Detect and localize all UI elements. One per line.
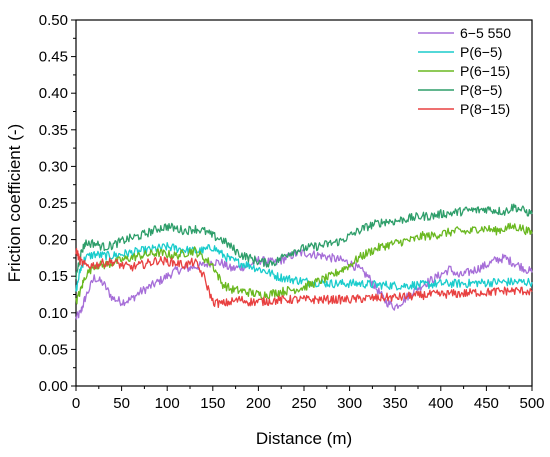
x-tick-label: 500 <box>519 395 544 412</box>
x-tick-label: 200 <box>246 395 271 412</box>
series-line-5 <box>75 247 533 309</box>
y-tick-label: 0.10 <box>39 305 68 322</box>
legend-label-5: P(8−15) <box>460 101 510 117</box>
legend-label-3: P(6−15) <box>460 63 510 79</box>
x-tick-label: 250 <box>291 395 316 412</box>
x-tick-label: 450 <box>474 395 499 412</box>
y-tick-label: 0.45 <box>39 49 68 66</box>
legend-label-1: 6−5 550 <box>460 25 511 41</box>
y-tick-label: 0.15 <box>39 268 68 285</box>
y-tick-label: 0.35 <box>39 122 68 139</box>
y-axis-title: Friction coefficient (-) <box>5 124 24 282</box>
legend: 6−5 550 P(6−5) P(6−15) P(8−5) P(8−15) <box>418 25 511 117</box>
y-tick-label: 0.30 <box>39 158 68 175</box>
y-tick-label: 0.40 <box>39 85 68 102</box>
y-tick-label: 0.50 <box>39 12 68 29</box>
plot-area <box>75 19 533 387</box>
x-tick-label: 100 <box>155 395 180 412</box>
x-tick-label: 400 <box>428 395 453 412</box>
y-tick-label: 0.00 <box>39 378 68 395</box>
axes: 0 50 100 150 200 250 300 350 400 450 500 0.00 0.05 0.… <box>39 12 545 412</box>
y-tick-label: 0.25 <box>39 195 68 212</box>
x-axis-title: Distance (m) <box>256 429 352 448</box>
y-tick-label: 0.20 <box>39 232 68 249</box>
legend-label-4: P(8−5) <box>460 82 502 98</box>
y-tick-label: 0.05 <box>39 341 68 358</box>
series-lines <box>75 203 533 320</box>
legend-label-2: P(6−5) <box>460 44 502 60</box>
series-line-4 <box>75 203 533 280</box>
x-tick-label: 300 <box>337 395 362 412</box>
series-line-3 <box>75 222 533 305</box>
x-tick-label: 150 <box>200 395 225 412</box>
x-tick-label: 350 <box>383 395 408 412</box>
x-tick-label: 0 <box>72 395 80 412</box>
x-tick-label: 50 <box>113 395 130 412</box>
